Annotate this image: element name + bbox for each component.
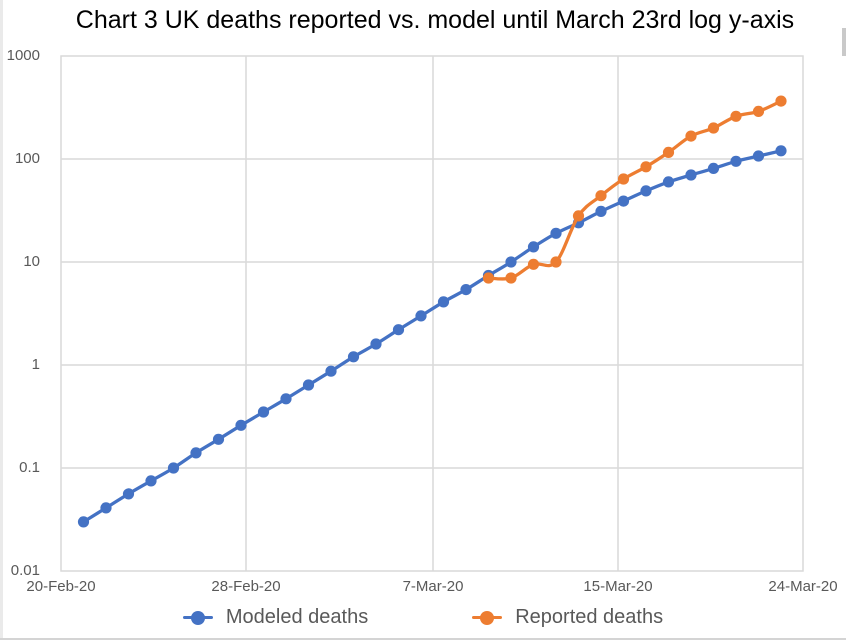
y-tick-label: 0.01 — [10, 562, 40, 579]
modeled-point — [325, 365, 337, 377]
reported-legend-dot — [480, 610, 495, 625]
modeled-legend-dot — [190, 610, 205, 625]
reported-point — [775, 95, 787, 107]
modeled-point — [640, 185, 652, 197]
modeled-point — [550, 227, 562, 239]
x-tick-label: 24-Mar-20 — [768, 578, 838, 595]
reported-point — [730, 110, 742, 122]
y-tick-label: 1 — [31, 356, 40, 373]
modeled-point — [100, 502, 112, 514]
modeled-point — [347, 351, 360, 363]
modeled-point — [685, 169, 697, 181]
modeled-point — [212, 433, 225, 445]
y-tick-label: 10 — [23, 253, 40, 270]
legend-item-modeled: Modeled deaths — [182, 606, 369, 629]
legend-item-reported: Reported deaths — [472, 606, 663, 629]
plot-border — [60, 55, 804, 572]
y-tick-label: 1000 — [6, 47, 40, 64]
reported-point — [505, 272, 517, 284]
modeled-point — [527, 241, 540, 253]
x-tick-label: 15-Mar-20 — [583, 578, 653, 595]
legend-label-reported: Reported deaths — [515, 606, 664, 628]
window-bottom-edge — [0, 638, 846, 640]
y-tick-label: 100 — [14, 150, 40, 167]
modeled-point — [752, 150, 765, 162]
reported-series-marker-icon — [472, 610, 503, 625]
chart-title: Chart 3 UK deaths reported vs. model unt… — [75, 6, 795, 34]
reported-point — [640, 161, 652, 173]
reported-point — [527, 258, 540, 270]
y-tick-label: 0.1 — [19, 459, 40, 476]
modeled-point — [370, 338, 382, 350]
modeled-point — [775, 145, 787, 157]
modeled-point — [167, 462, 180, 474]
modeled-point — [460, 284, 472, 296]
modeled-point — [595, 205, 607, 217]
reported-point — [685, 130, 697, 142]
modeled-point — [77, 516, 90, 528]
scrollbar-fragment[interactable] — [842, 28, 846, 56]
modeled-series-marker-icon — [182, 610, 213, 625]
modeled-point — [730, 155, 742, 167]
legend-label-modeled: Modeled deaths — [225, 606, 369, 628]
reported-point — [752, 105, 765, 117]
reported-point — [550, 256, 562, 268]
reported-point — [662, 146, 675, 158]
x-tick-label: 28-Feb-20 — [211, 578, 281, 595]
legend: Modeled deaths Reported deaths — [0, 606, 846, 629]
x-tick-label: 7-Mar-20 — [402, 578, 464, 595]
modeled-point — [707, 162, 720, 174]
modeled-point — [280, 393, 292, 405]
reported-point — [707, 122, 720, 134]
modeled-point — [257, 406, 270, 418]
window-left-edge — [0, 0, 3, 640]
modeled-point — [437, 296, 450, 308]
modeled-point — [235, 419, 247, 431]
modeled-point — [190, 447, 202, 459]
reported-point — [482, 272, 495, 284]
modeled-point — [617, 195, 630, 207]
modeled-point — [662, 176, 675, 188]
reported-point — [595, 190, 607, 202]
modeled-point — [505, 256, 517, 268]
modeled-point — [415, 310, 427, 322]
modeled-point — [122, 488, 135, 500]
modeled-point — [392, 324, 405, 336]
modeled-point — [145, 475, 157, 487]
reported-point — [572, 210, 585, 222]
modeled-point — [302, 379, 315, 391]
x-tick-label: 20-Feb-20 — [26, 578, 96, 595]
reported-point — [617, 173, 630, 185]
